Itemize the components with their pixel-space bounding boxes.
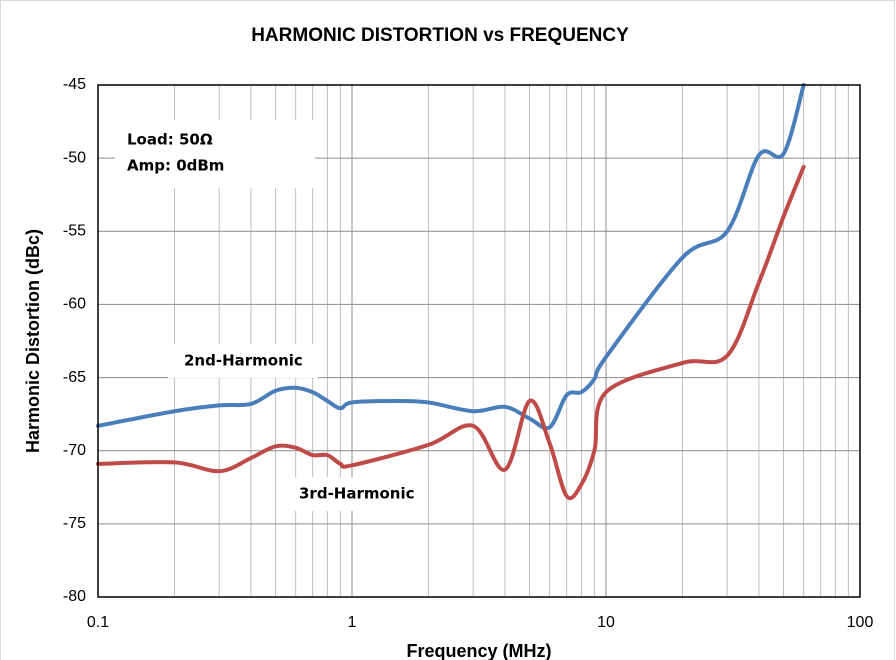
x-tick-label: 0.1 [87,614,109,631]
x-tick-label: 10 [597,614,615,631]
y-tick-label: -75 [63,515,86,532]
annotation-box [168,344,318,378]
series-line [96,164,806,501]
x-axis-label: Frequency (MHz) [406,641,551,660]
annotation-box [115,120,315,188]
y-tick-label: -60 [63,296,86,313]
x-tick-label: 1 [348,614,357,631]
annotation: 3rd-Harmonic [299,485,415,503]
y-tick-label: -80 [63,588,86,605]
annotation: 2nd-Harmonic [184,352,303,370]
y-tick-label: -50 [63,149,86,166]
y-tick-label: -45 [63,76,86,93]
y-tick-label: -70 [63,442,86,459]
annotation: Amp: 0dBm [127,157,224,175]
series-line [96,83,806,431]
annotation-box [278,477,428,511]
chart-title: HARMONIC DISTORTION vs FREQUENCY [251,25,629,46]
x-tick-label: 100 [847,614,874,631]
plot-border [97,84,861,598]
y-axis-label: Harmonic Distortion (dBc) [23,229,43,453]
annotation: Load: 50Ω [127,131,213,149]
y-tick-label: -55 [63,223,86,240]
y-tick-label: -65 [63,369,86,386]
